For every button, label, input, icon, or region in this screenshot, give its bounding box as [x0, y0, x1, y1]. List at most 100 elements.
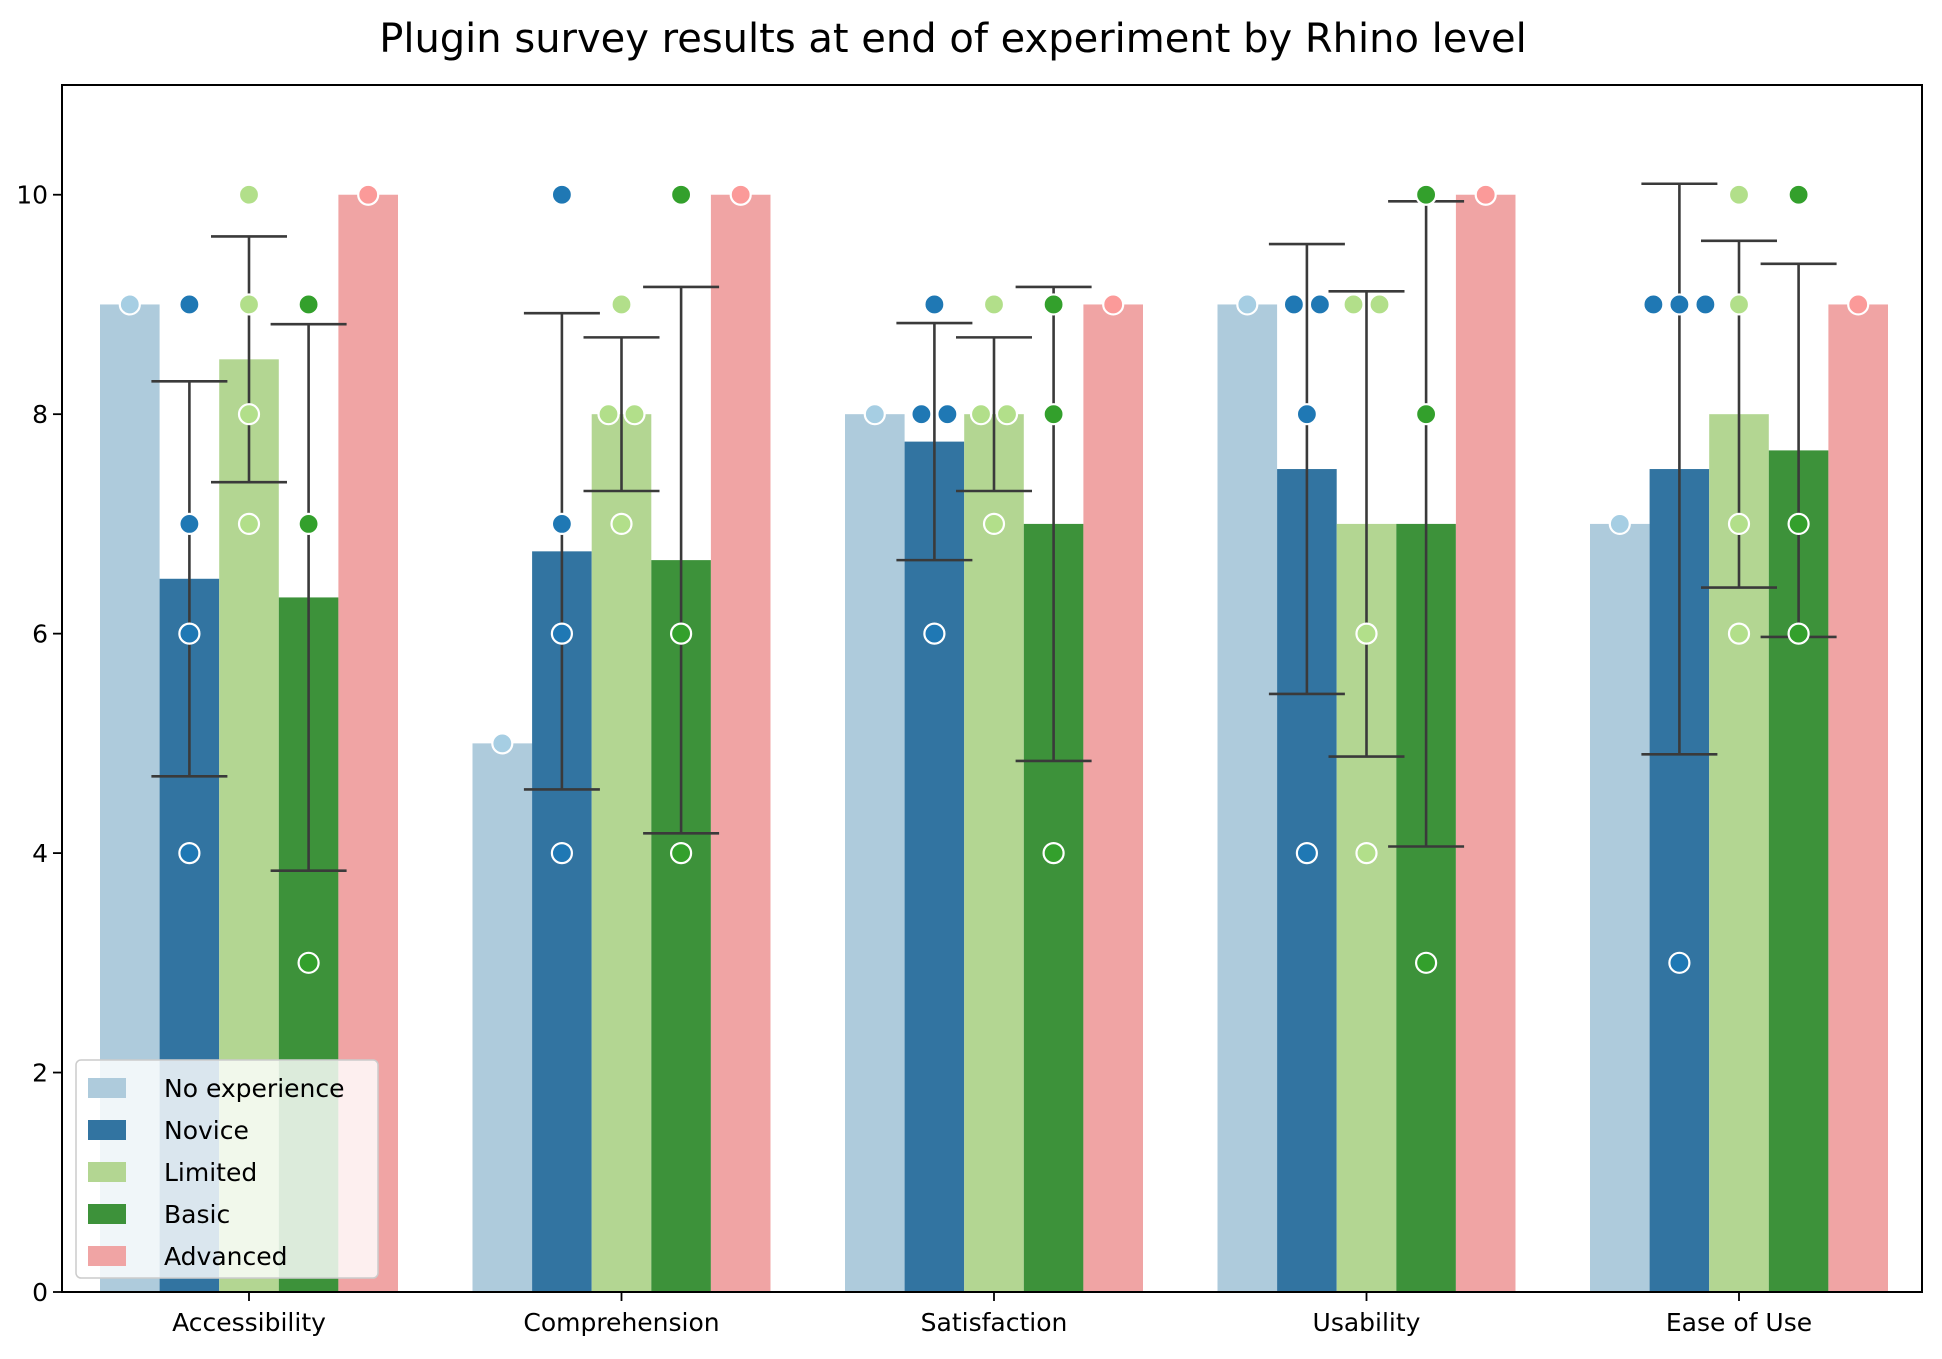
data-point — [1727, 512, 1751, 536]
x-tick-label: Ease of Use — [1666, 1308, 1812, 1337]
data-point — [1042, 403, 1065, 426]
data-point — [178, 622, 201, 645]
bar — [710, 194, 771, 1292]
data-point — [118, 293, 141, 316]
bar — [591, 414, 652, 1292]
data-point — [1342, 293, 1365, 316]
legend-label: Advanced — [164, 1242, 288, 1271]
data-point — [669, 183, 693, 206]
y-tick-label: 0 — [32, 1278, 48, 1307]
data-point — [1474, 183, 1497, 206]
data-point — [669, 841, 693, 865]
data-point — [1414, 403, 1438, 426]
data-point — [297, 293, 320, 316]
data-point — [1368, 293, 1391, 316]
legend-label: Novice — [164, 1116, 249, 1145]
x-tick-label: Accessibility — [172, 1308, 326, 1337]
legend-label: Limited — [164, 1158, 257, 1187]
data-point — [1414, 951, 1438, 974]
data-point — [1355, 841, 1378, 865]
data-point — [1308, 293, 1332, 316]
legend-box — [75, 1059, 379, 1279]
data-point — [178, 841, 201, 865]
bar — [1590, 523, 1650, 1292]
data-point — [178, 512, 201, 536]
data-point — [297, 951, 320, 974]
data-point — [550, 841, 574, 865]
data-point — [1727, 622, 1751, 645]
bar — [1217, 304, 1278, 1292]
bar — [1828, 304, 1888, 1292]
data-point — [1847, 293, 1870, 316]
data-point — [178, 293, 201, 316]
data-point — [237, 183, 261, 206]
data-point — [1642, 293, 1665, 316]
data-point — [357, 183, 380, 206]
legend-swatch — [88, 1162, 126, 1182]
data-point — [1042, 841, 1065, 865]
data-point — [982, 293, 1006, 316]
data-point — [1414, 183, 1438, 206]
data-point — [550, 622, 574, 645]
data-point — [1295, 841, 1319, 865]
data-point — [237, 512, 261, 536]
bar — [964, 414, 1024, 1292]
bar — [904, 441, 965, 1292]
data-point — [297, 512, 320, 536]
y-tick-label: 8 — [32, 400, 48, 429]
data-point — [1355, 622, 1378, 645]
data-point — [237, 293, 261, 316]
data-point — [1727, 183, 1751, 206]
bar — [1455, 194, 1516, 1292]
data-point — [1282, 293, 1306, 316]
data-point — [1727, 293, 1751, 316]
plot-frame — [61, 84, 1923, 1293]
y-tick-label: 6 — [32, 620, 48, 649]
data-point — [491, 732, 514, 755]
data-point — [1295, 403, 1319, 426]
data-point — [237, 403, 261, 426]
bar — [845, 414, 905, 1292]
data-point — [936, 403, 959, 426]
data-point — [729, 183, 752, 206]
y-tick-label: 10 — [16, 181, 48, 210]
error-bars-layer — [151, 182, 1837, 872]
legend-label: No experience — [164, 1074, 345, 1103]
data-point — [1787, 622, 1810, 645]
legend-swatch — [88, 1120, 126, 1140]
data-point — [923, 293, 946, 316]
y-tick-label: 4 — [32, 839, 48, 868]
bar — [1083, 304, 1143, 1292]
data-point — [1608, 512, 1631, 536]
data-point — [1694, 293, 1717, 316]
data-point — [623, 403, 646, 426]
data-point — [610, 293, 633, 316]
data-point — [550, 512, 574, 536]
data-point — [982, 512, 1006, 536]
data-point — [597, 403, 620, 426]
legend-swatch — [88, 1078, 126, 1098]
data-point — [969, 403, 993, 426]
data-point — [995, 403, 1019, 426]
data-point — [669, 622, 693, 645]
legend-swatch — [88, 1204, 126, 1224]
data-point — [1042, 293, 1065, 316]
x-tick-label: Usability — [1313, 1308, 1421, 1337]
data-point — [910, 403, 933, 426]
data-point — [863, 403, 886, 426]
data-point — [550, 183, 574, 206]
chart-title: Plugin survey results at end of experime… — [379, 16, 1527, 62]
x-tick-label: Satisfaction — [921, 1308, 1068, 1337]
data-point — [1668, 951, 1691, 974]
y-tick-label: 2 — [32, 1059, 48, 1088]
data-point — [1787, 183, 1810, 206]
bar — [472, 743, 533, 1292]
data-point — [1787, 512, 1810, 536]
legend-swatch — [88, 1246, 126, 1266]
x-tick-label: Comprehension — [523, 1308, 719, 1337]
points-layer — [118, 183, 1870, 974]
data-point — [610, 512, 633, 536]
data-point — [1102, 293, 1125, 316]
